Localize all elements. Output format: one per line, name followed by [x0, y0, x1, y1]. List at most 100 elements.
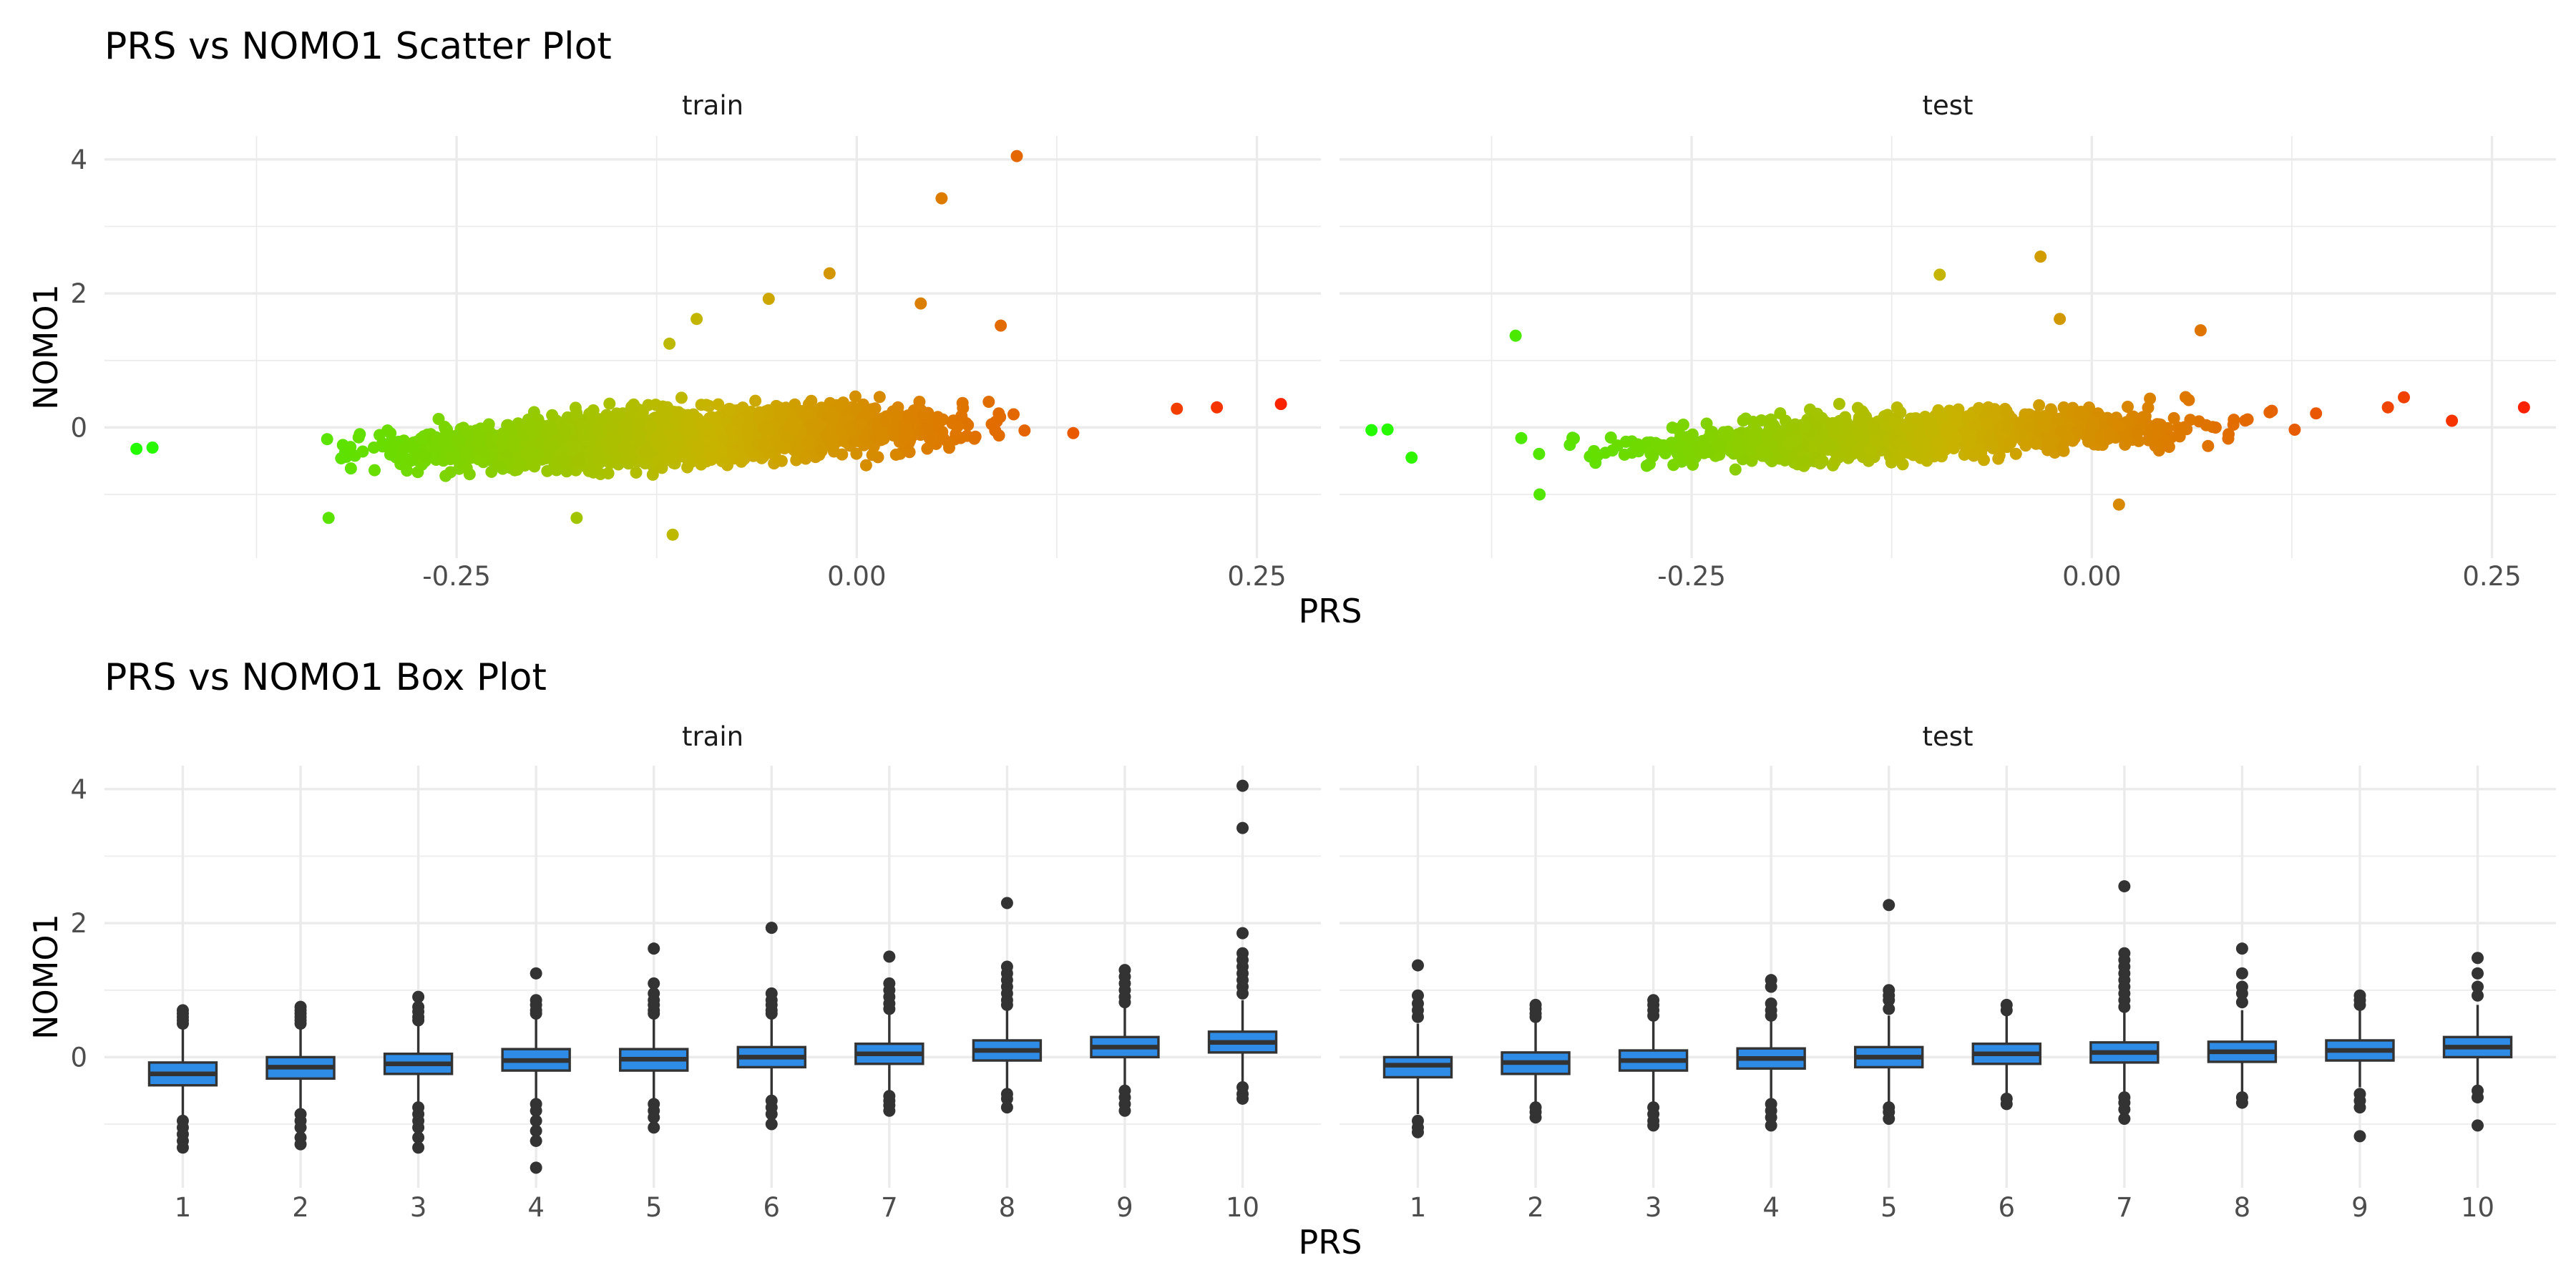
scatter-point [1925, 426, 1938, 439]
x-tick-label: 1 [1410, 1192, 1427, 1223]
box-outlier [294, 1121, 307, 1134]
scatter-point [1798, 419, 1810, 432]
scatter-point [823, 267, 836, 280]
scatter-point [2142, 401, 2155, 414]
box-outlier [530, 1104, 542, 1117]
box-outlier [412, 1141, 425, 1154]
scatter-point [1619, 435, 1632, 448]
scatter-point [414, 432, 427, 445]
box-outlier [1529, 1111, 1542, 1124]
scatter-point [630, 466, 643, 479]
scatter-train-grid [104, 136, 1321, 558]
scatter-point [801, 435, 814, 448]
x-tick-label: 6 [763, 1192, 781, 1223]
scatter-point [869, 402, 882, 415]
scatter-point [1018, 424, 1031, 437]
box-outlier [2000, 1004, 2013, 1017]
scatter-point [926, 432, 939, 445]
scatter-point [2132, 425, 2145, 438]
scatter-point [1274, 398, 1287, 411]
x-tick-label: 9 [2351, 1192, 2368, 1223]
scatter-point [747, 449, 760, 462]
scatter-point [2019, 439, 2032, 452]
x-tick-label: 8 [999, 1192, 1016, 1223]
box-outlier [648, 1008, 660, 1020]
scatter-point [1604, 431, 1617, 444]
box-outlier [1118, 996, 1131, 1009]
scatter-point [672, 406, 685, 419]
scatter-point [738, 452, 751, 464]
box-outlier [1236, 927, 1249, 940]
scatter-point [497, 435, 509, 448]
box-outlier [1647, 1119, 1660, 1132]
scatter-point [917, 409, 930, 421]
scatter-point [942, 436, 955, 449]
box-outlier [294, 1138, 307, 1151]
scatter-point [1702, 444, 1714, 457]
box-x-tick-labels: 1 2 3 4 5 6 7 8 9 10 1 2 3 4 5 6 7 8 9 10 [175, 1192, 2494, 1223]
scatter-point [2122, 401, 2134, 413]
scatter-point [559, 424, 572, 436]
scatter-point [338, 447, 351, 459]
scatter-point [723, 402, 736, 415]
scatter-point [683, 423, 696, 436]
scatter-point [2057, 401, 2070, 414]
scatter-facet-label-test: test [1922, 90, 1973, 121]
scatter-point [898, 431, 911, 444]
scatter-point [2054, 313, 2067, 326]
scatter-point [2000, 404, 2013, 417]
scatter-point [2009, 447, 2022, 460]
scatter-point [2033, 399, 2046, 411]
scatter-point [2150, 429, 2162, 441]
scatter-point [1782, 437, 1795, 450]
scatter-point [1641, 436, 1654, 449]
scatter-point [633, 416, 645, 429]
scatter-point [732, 413, 745, 426]
scatter-point [854, 418, 867, 431]
scatter-point [887, 429, 899, 441]
box-train-grid [104, 766, 1321, 1188]
scatter-y-axis-label: NOMO1 [26, 284, 65, 410]
scatter-point [1870, 434, 1883, 447]
y-tick-label: 4 [70, 145, 87, 175]
scatter-point [1993, 449, 2006, 462]
x-tick-label: 0.25 [2462, 561, 2521, 592]
box-outlier [530, 1114, 542, 1127]
scatter-point [2517, 401, 2530, 414]
box-outlier [1118, 1104, 1131, 1117]
scatter-point [560, 465, 573, 478]
box-outlier [530, 1134, 542, 1147]
scatter-point [1900, 420, 1912, 433]
scatter-point [2113, 420, 2125, 433]
scatter-point [1789, 418, 1802, 431]
box-outlier [2235, 987, 2248, 1000]
box-outlier [2118, 1103, 2131, 1116]
scatter-point [2173, 430, 2186, 443]
box-outlier [2118, 1113, 2131, 1126]
x-tick-label: 3 [1645, 1192, 1662, 1223]
scatter-point [850, 447, 863, 460]
box-outlier [1000, 998, 1013, 1011]
scatter-point [602, 467, 615, 479]
x-tick-label: 4 [527, 1192, 545, 1223]
box-outlier [2472, 989, 2484, 1002]
scatter-point [1405, 452, 1418, 464]
box-outlier [412, 1014, 425, 1027]
scatter-point [698, 419, 711, 432]
box-outlier [530, 1124, 542, 1137]
box-facet-label-test: test [1922, 721, 1973, 752]
scatter-point [1807, 440, 1820, 453]
scatter-point [619, 453, 632, 466]
scatter-point [1915, 427, 1928, 440]
scatter-train-points [130, 150, 1287, 541]
scatter-point [887, 405, 899, 418]
scatter-point [1823, 439, 1836, 452]
x-tick-label: 4 [1762, 1192, 1780, 1223]
scatter-point [790, 454, 803, 467]
box-outlier [176, 1141, 189, 1154]
scatter-point [2004, 436, 2017, 449]
scatter-point [322, 512, 335, 525]
scatter-point [675, 391, 688, 404]
scatter-point [914, 297, 927, 310]
scatter-point [716, 433, 729, 446]
